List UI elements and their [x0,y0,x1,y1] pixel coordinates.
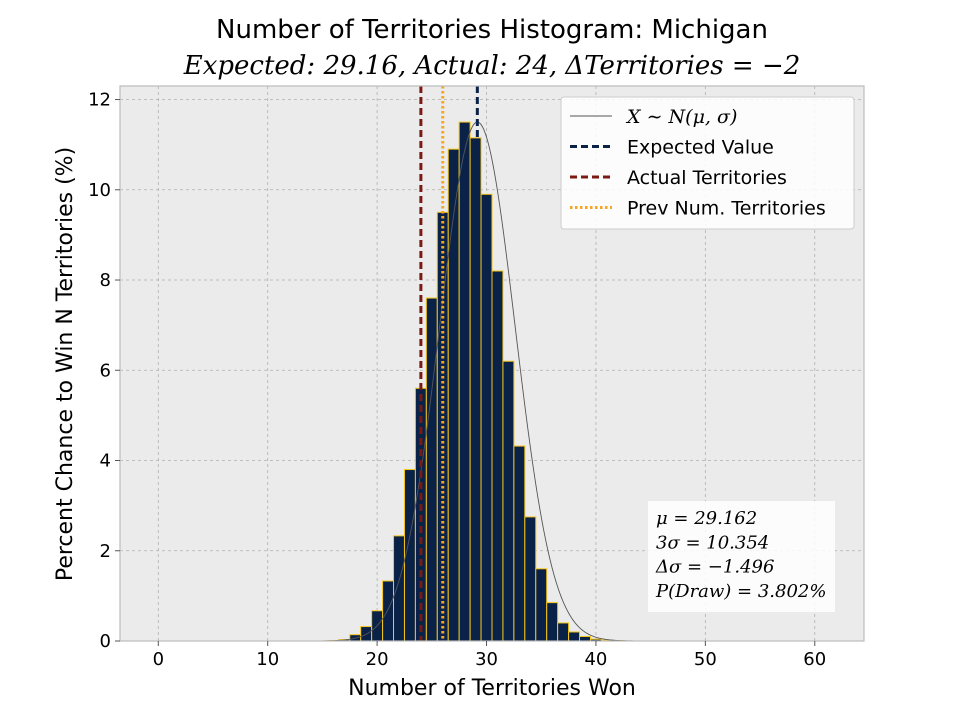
histogram-bar [546,602,559,642]
legend-label: X ∼ N(μ, σ) [625,106,737,128]
axis-ticks: 0 10 20 30 40 50 60 0 2 4 6 8 10 12 [88,90,826,670]
chart-title: Number of Territories Histogram: Michiga… [216,15,768,45]
histogram-bar [425,297,438,642]
x-tick-label: 20 [366,649,389,670]
legend: X ∼ N(μ, σ) Expected Value Actual Territor… [560,96,855,230]
histogram-bar [513,445,526,642]
stats-box: μ = 29.162 3σ = 10.354 Δσ = −1.496 P(Draw) … [648,501,835,612]
reference-lines [419,86,479,641]
histogram-bar [469,137,482,642]
y-tick-label: 10 [88,180,111,201]
legend-label: Prev Num. Territories [627,198,826,220]
chart-subtitle: Expected: 29.16, Actual: 24, ΔTerritorie… [183,51,801,81]
x-tick-label: 60 [803,649,826,670]
y-tick-label: 8 [100,270,111,291]
histogram-bar [502,360,515,642]
histogram-bar [458,121,471,642]
histogram-bar [568,631,581,642]
x-tick-label: 50 [694,649,717,670]
y-tick-label: 6 [100,360,111,381]
legend-label: Actual Territories [627,167,787,189]
histogram-bar [393,535,405,642]
y-axis-label: Percent Chance to Win N Territories (%) [53,147,78,581]
plot-frame [119,85,865,642]
stats-box-bg [648,501,835,612]
histogram-bar [579,635,591,642]
x-tick-label: 0 [153,649,164,670]
histogram-bar [535,568,548,642]
histogram-bar [491,270,504,642]
histogram-bar [382,580,395,642]
legend-label: Expected Value [627,137,774,159]
histogram-bar [557,622,570,642]
y-tick-label: 4 [100,451,111,472]
x-tick-label: 40 [584,649,607,670]
y-tick-label: 0 [100,631,111,652]
x-tick-label: 30 [475,649,498,670]
histogram-bar [524,516,537,642]
stats-line: Δσ = −1.496 [655,557,774,578]
histogram-bar [480,193,493,642]
stats-line: P(Draw) = 3.802% [655,581,827,602]
y-tick-label: 2 [100,541,111,562]
x-axis-label: Number of Territories Won [348,676,636,701]
x-tick-label: 10 [256,649,279,670]
stats-line: 3σ = 10.354 [656,532,769,553]
histogram-bar [447,148,460,642]
legend-box [560,96,855,230]
stats-line: μ = 29.162 [656,508,757,529]
y-tick-label: 12 [88,90,111,111]
